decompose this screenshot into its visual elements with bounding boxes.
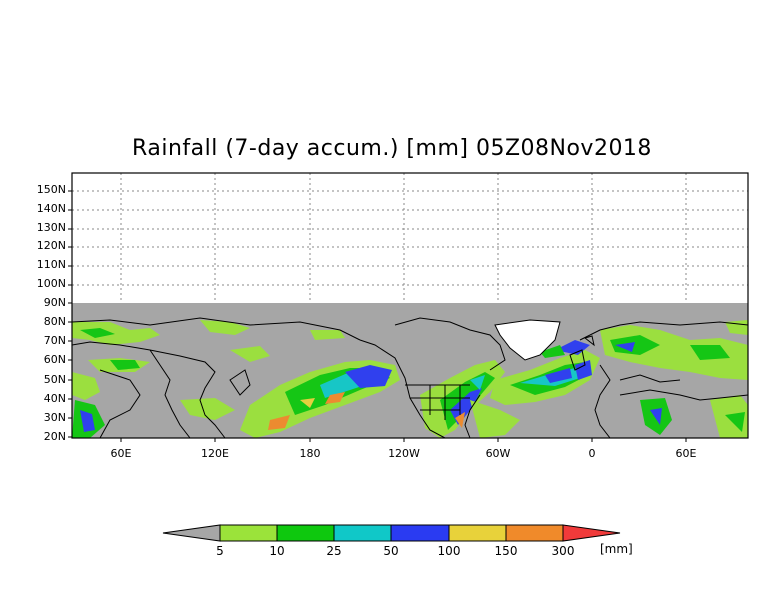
- colorbar-label: 5: [216, 544, 224, 558]
- colorbar: [162, 524, 621, 542]
- axis-ticks: [68, 190, 687, 442]
- colorbar-label: 300: [551, 544, 575, 558]
- lat-label: 100N: [36, 277, 66, 290]
- lat-label: 80N: [43, 315, 66, 328]
- lon-label: 60W: [485, 447, 511, 460]
- colorbar-label: 25: [326, 544, 342, 558]
- colorbar-units: [mm]: [600, 542, 633, 556]
- lon-label: 120E: [201, 447, 229, 460]
- rainfall-patches: [72, 320, 748, 438]
- lon-label: 180: [299, 447, 321, 460]
- lat-label: 50N: [43, 373, 66, 386]
- lat-label: 90N: [43, 296, 66, 309]
- lat-label: 140N: [36, 202, 66, 215]
- lon-label: 60E: [675, 447, 697, 460]
- data-region: [72, 303, 748, 438]
- lat-label: 120N: [36, 239, 66, 252]
- colorbar-label: 50: [383, 544, 399, 558]
- gridlines: [72, 173, 748, 303]
- coastlines: [71, 317, 749, 439]
- lat-label: 130N: [36, 221, 66, 234]
- lat-label: 150N: [36, 183, 66, 196]
- colorbar-label: 10: [269, 544, 285, 558]
- lat-label: 20N: [43, 430, 66, 443]
- map-title: Rainfall (7-day accum.) [mm] 05Z08Nov201…: [132, 136, 652, 161]
- lat-label: 30N: [43, 411, 66, 424]
- lat-label: 60N: [43, 353, 66, 366]
- colorbar-label: 150: [494, 544, 518, 558]
- lon-label: 0: [588, 447, 596, 460]
- colorbar-label: 100: [437, 544, 461, 558]
- lon-label: 60E: [110, 447, 132, 460]
- lat-label: 70N: [43, 334, 66, 347]
- lat-label: 40N: [43, 392, 66, 405]
- lon-label: 120W: [388, 447, 420, 460]
- lat-label: 110N: [36, 258, 66, 271]
